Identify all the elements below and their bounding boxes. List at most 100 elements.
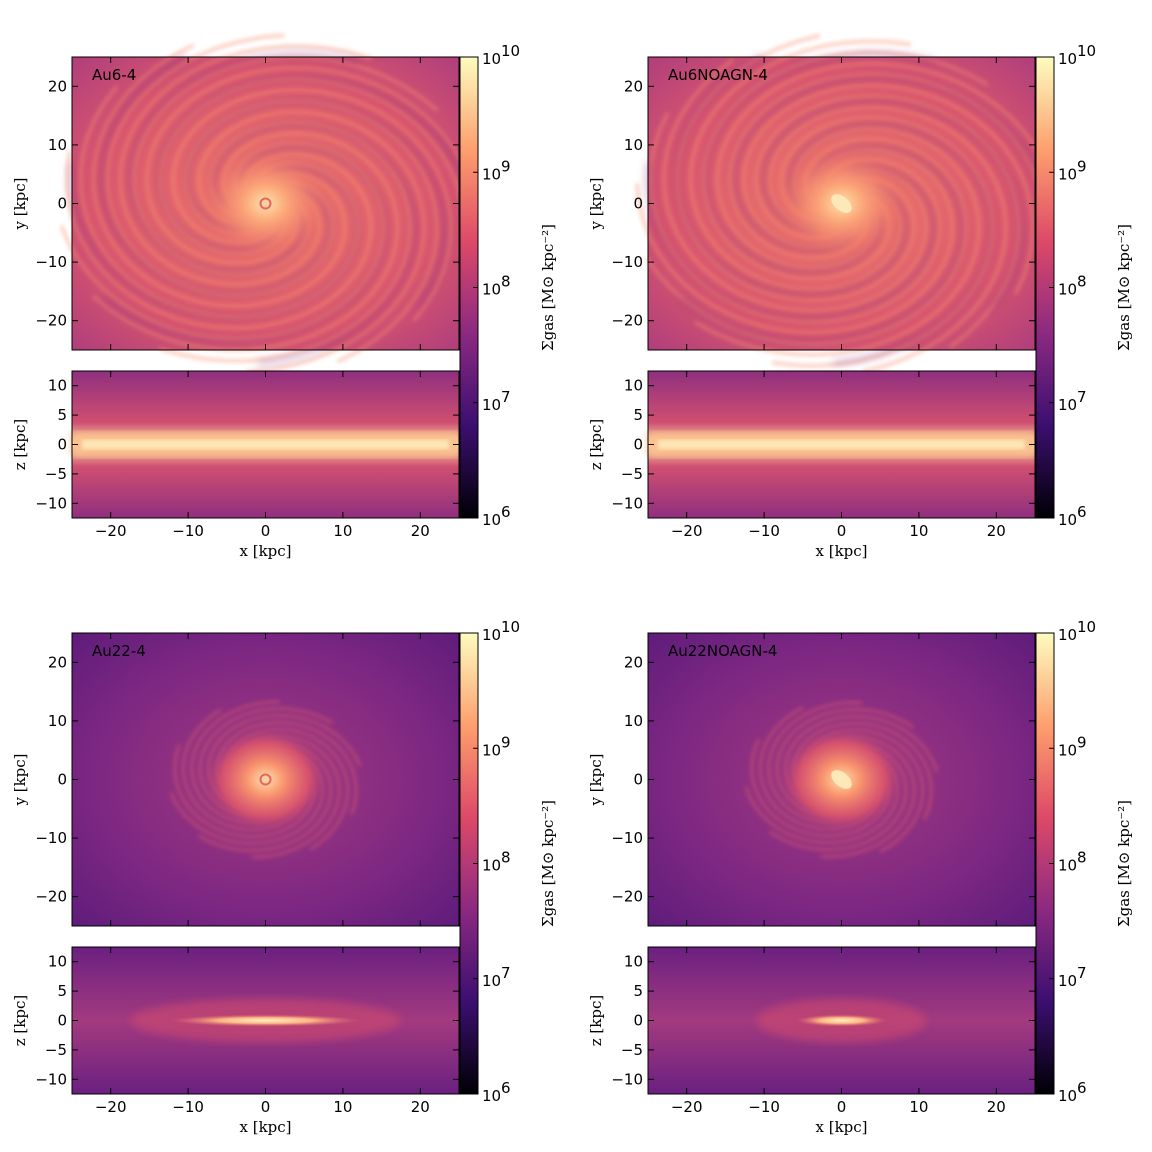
x-tick-label: −20 bbox=[671, 522, 703, 540]
colorbar-tick-label: 10 bbox=[1058, 972, 1077, 990]
x-tick-label: −20 bbox=[671, 1098, 703, 1116]
y-tick-label: −10 bbox=[35, 829, 67, 847]
colorbar-tick-exponent: 9 bbox=[501, 733, 511, 751]
colorbar-tick-exponent: 7 bbox=[1077, 964, 1087, 982]
panel-title: Au6-4 bbox=[92, 66, 136, 84]
x-tick-label: 0 bbox=[837, 522, 847, 540]
x-tick-label: 0 bbox=[261, 1098, 271, 1116]
y-tick-label: 0 bbox=[57, 771, 67, 789]
x-tick-label: 10 bbox=[333, 1098, 352, 1116]
x-axis-label: x [kpc] bbox=[239, 1118, 291, 1136]
y-tick-label: −10 bbox=[611, 253, 643, 271]
panel-4: Au22NOAGN-4 20 10 0 −10 −20 y [kpc] 10 5 0 −5 −10 −2… bbox=[587, 618, 1133, 1136]
colorbar-tick-exponent: 8 bbox=[501, 273, 511, 291]
z-axis-label: z [kpc] bbox=[11, 419, 29, 470]
dust-lane bbox=[678, 144, 965, 344]
y-tick-label: 0 bbox=[633, 195, 643, 213]
colorbar-tick-exponent: 10 bbox=[1077, 42, 1096, 60]
colorbar-tick-exponent: 7 bbox=[1077, 388, 1087, 406]
x-tick-label: 20 bbox=[411, 522, 430, 540]
dust-lane bbox=[787, 121, 994, 366]
colorbar-tick-label: 10 bbox=[1058, 1087, 1077, 1105]
y-tick-label: 10 bbox=[624, 712, 643, 730]
y-axis-label: y [kpc] bbox=[587, 753, 605, 806]
z-axis-label: z [kpc] bbox=[11, 995, 29, 1046]
dust-lane bbox=[184, 98, 448, 310]
z-tick-label: 0 bbox=[633, 1012, 643, 1030]
colorbar-tick-label: 10 bbox=[482, 165, 501, 183]
edge-disk bbox=[82, 439, 449, 450]
colorbar-tick-exponent: 10 bbox=[1077, 618, 1096, 636]
panel-title: Au22NOAGN-4 bbox=[668, 642, 777, 660]
z-tick-label: 10 bbox=[624, 953, 643, 971]
y-tick-label: 20 bbox=[624, 653, 643, 671]
y-tick-label: −20 bbox=[611, 888, 643, 906]
x-tick-label: 10 bbox=[909, 1098, 928, 1116]
colorbar-label: Σgas [M⊙ kpc⁻²] bbox=[1115, 224, 1133, 351]
edge-disk bbox=[170, 1014, 361, 1027]
colorbar-tick-exponent: 6 bbox=[1077, 503, 1087, 521]
dust-lane bbox=[732, 75, 1041, 253]
x-axis-label: x [kpc] bbox=[239, 542, 291, 560]
colorbar-tick-label: 10 bbox=[482, 50, 501, 68]
y-tick-label: 0 bbox=[633, 771, 643, 789]
colorbar-tick-label: 10 bbox=[482, 857, 501, 875]
colorbar-tick-label: 10 bbox=[1058, 511, 1077, 529]
colorbar-tick-exponent: 7 bbox=[501, 388, 511, 406]
y-tick-label: 20 bbox=[48, 653, 67, 671]
panel-title: Au6NOAGN-4 bbox=[668, 66, 768, 84]
colorbar-tick-label: 10 bbox=[1058, 626, 1077, 644]
y-tick-label: 0 bbox=[57, 195, 67, 213]
y-tick-label: 10 bbox=[48, 712, 67, 730]
edge-disk bbox=[796, 1014, 887, 1027]
y-tick-label: 10 bbox=[624, 136, 643, 154]
z-axis-label: z [kpc] bbox=[587, 419, 605, 470]
y-tick-label: 10 bbox=[48, 136, 67, 154]
y-tick-label: −10 bbox=[611, 829, 643, 847]
panel-1: Au6-4 20 10 0 −10 −20 y [kpc] 10 5 0 −5 −10 −20 −10 0 1… bbox=[11, 33, 557, 560]
z-tick-label: −5 bbox=[45, 1041, 67, 1059]
dust-lane bbox=[674, 54, 909, 297]
colorbar-tick-exponent: 9 bbox=[501, 157, 511, 175]
x-tick-label: −20 bbox=[95, 522, 127, 540]
colorbar-tick-exponent: 6 bbox=[1077, 1079, 1087, 1097]
colorbar-label: Σgas [M⊙ kpc⁻²] bbox=[539, 224, 557, 351]
panel-3: Au22-4 20 10 0 −10 −20 y [kpc] 10 5 0 −5 −10 −20 −10 0… bbox=[11, 618, 557, 1136]
core-bar bbox=[831, 194, 852, 213]
core-bar bbox=[831, 770, 852, 789]
dust-lane bbox=[156, 75, 465, 253]
dust-lanes bbox=[68, 51, 465, 366]
z-tick-label: 5 bbox=[633, 406, 643, 424]
colorbar-tick-exponent: 9 bbox=[1077, 733, 1087, 751]
colorbar-tick-exponent: 8 bbox=[1077, 849, 1087, 867]
colorbar-tick-exponent: 6 bbox=[501, 1079, 511, 1097]
y-tick-label: −20 bbox=[35, 312, 67, 330]
z-tick-label: 0 bbox=[633, 436, 643, 454]
colorbar-tick-label: 10 bbox=[1058, 396, 1077, 414]
x-tick-label: 20 bbox=[411, 1098, 430, 1116]
colorbar-tick-label: 10 bbox=[1058, 741, 1077, 759]
colorbar-tick-label: 10 bbox=[482, 626, 501, 644]
dust-lane bbox=[98, 54, 333, 297]
colorbar-tick-label: 10 bbox=[482, 511, 501, 529]
z-tick-label: −10 bbox=[611, 1070, 643, 1088]
z-tick-label: −5 bbox=[621, 1041, 643, 1059]
dust-lane bbox=[102, 144, 389, 344]
y-tick-label: −10 bbox=[35, 253, 67, 271]
x-tick-label: −20 bbox=[95, 1098, 127, 1116]
x-tick-label: −10 bbox=[172, 522, 204, 540]
z-tick-label: 0 bbox=[57, 436, 67, 454]
colorbar-tick-label: 10 bbox=[482, 396, 501, 414]
x-tick-label: 0 bbox=[837, 1098, 847, 1116]
x-tick-label: −10 bbox=[748, 522, 780, 540]
y-tick-label: −20 bbox=[611, 312, 643, 330]
dust-lane bbox=[760, 98, 1024, 310]
x-axis-label: x [kpc] bbox=[815, 542, 867, 560]
colorbar-tick-exponent: 6 bbox=[501, 503, 511, 521]
z-tick-label: 10 bbox=[624, 377, 643, 395]
x-tick-label: 20 bbox=[987, 522, 1006, 540]
dust-lane bbox=[703, 51, 936, 275]
x-tick-label: −10 bbox=[748, 1098, 780, 1116]
colorbar-tick-label: 10 bbox=[482, 281, 501, 299]
y-tick-label: 20 bbox=[624, 77, 643, 95]
